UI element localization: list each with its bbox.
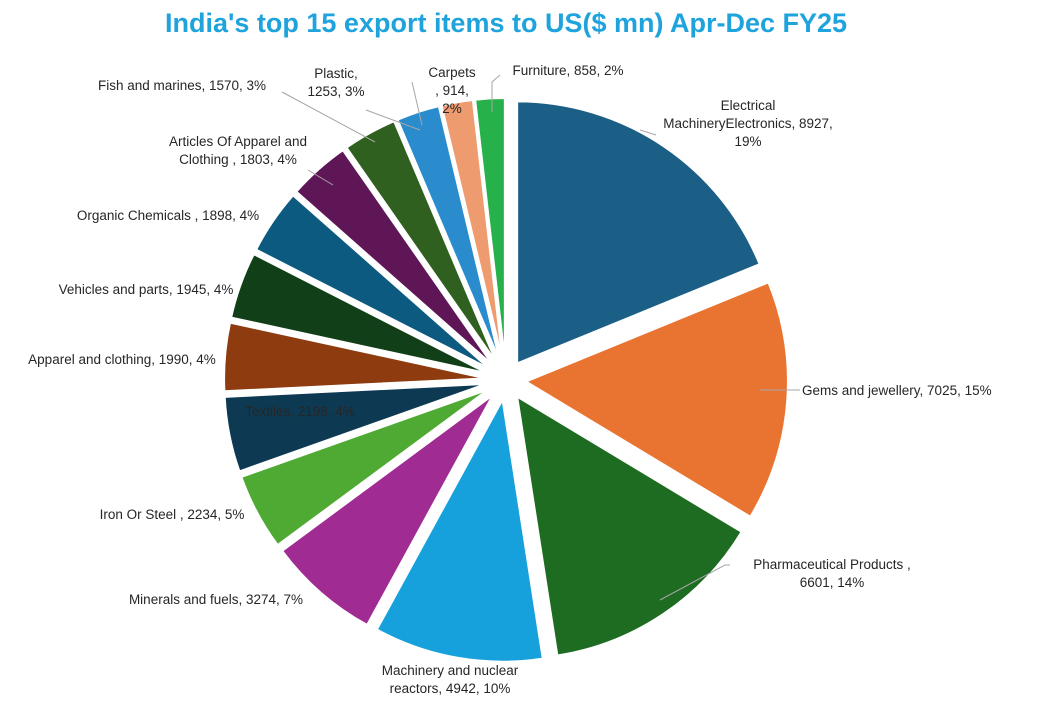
data-label: Machinery and nuclear reactors, 4942, 10% [382,663,519,696]
data-label: Vehicles and parts, 1945, 4% [59,282,234,297]
leader-line [491,74,501,112]
data-label-line: Pharmaceutical Products , [753,557,911,572]
data-label: Articles Of Apparel and Clothing , 1803, … [169,134,307,167]
data-label-line: Electrical [721,98,776,113]
pie-slice-textiles [223,382,487,473]
data-label: Furniture, 858, 2% [512,63,623,78]
data-label-line: Carpets [428,65,476,80]
data-label-line: reactors, 4942, 10% [390,681,511,696]
data-label: Iron Or Steel , 2234, 5% [100,507,245,522]
data-label-line: 6601, 14% [800,575,865,590]
leader-line [659,564,730,601]
data-label-line: Minerals and fuels, 3274, 7% [129,592,303,607]
data-label-line: Gems and jewellery, 7025, 15% [802,383,992,398]
leader-line [365,109,421,131]
data-label-line: Apparel and clothing, 1990, 4% [28,352,216,367]
pie-slice-machinery-and-nuclear-reactors [375,396,544,663]
data-label: Pharmaceutical Products , 6601, 14% [753,557,911,590]
leaders-layer [281,74,800,601]
data-label-line: Fish and marines, 1570, 3% [98,78,266,93]
data-label-line: Iron Or Steel , 2234, 5% [100,507,245,522]
data-label-line: , 914, [435,83,469,98]
data-label: Plastic, 1253, 3% [307,66,364,99]
chart-title: India's top 15 export items to US($ mn) … [164,8,848,38]
data-label-line: Machinery and nuclear [382,663,519,678]
pie-slice-apparel-and-clothing [223,321,487,393]
data-label: Organic Chemicals , 1898, 4% [77,208,259,223]
data-label-line: 1253, 3% [307,84,364,99]
leader-line [411,81,423,126]
data-label-line: Furniture, 858, 2% [512,63,623,78]
pie-slice-furniture [474,97,506,361]
data-label: Textiles, 2198, 4% [245,404,355,419]
data-label: Minerals and fuels, 3274, 7% [129,592,303,607]
pie-slice-minerals-and-fuels [280,394,494,627]
leader-line [281,91,376,143]
data-label: Gems and jewellery, 7025, 15% [802,383,992,398]
data-label-line: Organic Chemicals , 1898, 4% [77,208,259,223]
data-label: Apparel and clothing, 1990, 4% [28,352,216,367]
data-label: Electrical MachineryElectronics, 8927, 19% [663,98,833,149]
data-label-line: MachineryElectronics, 8927, [663,116,833,131]
pie-slice-fish-and-marines [345,119,498,364]
data-label: Fish and marines, 1570, 3% [98,78,266,93]
labels-layer: Electrical MachineryElectronics, 8927, 19%… [28,63,991,696]
data-label-line: Clothing , 1803, 4% [179,152,297,167]
data-label-line: 2% [442,101,462,116]
data-label: Carpets , 914, 2% [428,65,476,116]
pie-slice-electrical-machineryelectronics [516,100,761,365]
pie-slice-vehicles-and-parts [229,252,488,375]
data-label-line: Plastic, [314,66,358,81]
data-label-line: Articles Of Apparel and [169,134,307,149]
pie-slice-articles-of-apparel-and-clothing [294,148,494,366]
pie-slice-organic-chemicals [254,193,491,370]
data-label-line: Vehicles and parts, 1945, 4% [59,282,234,297]
pie-slice-pharmaceutical-products [515,394,743,657]
leader-line [639,129,657,136]
leader-line [307,169,334,186]
slices-layer [223,97,789,663]
pie-slice-iron-or-steel [240,388,489,547]
pie-slice-carpets [440,98,504,361]
pie-slice-gems-and-jewellery [523,281,789,519]
pie-slice-plastic [396,104,501,362]
data-label-line: 19% [734,134,761,149]
data-label-line: Textiles, 2198, 4% [245,404,355,419]
